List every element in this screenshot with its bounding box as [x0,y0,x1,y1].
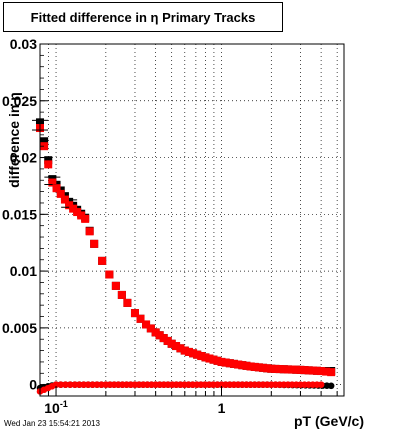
data-point-fill [66,381,74,388]
data-point-fill [221,358,230,367]
data-point-fill [193,350,202,359]
data-point-fill [209,355,218,364]
data-point-fill [263,381,271,388]
data-point [327,368,336,377]
data-point-fill [312,366,321,375]
data-point-fill [292,365,301,374]
data-point-fill [313,381,321,388]
data-point-fill [234,360,243,369]
data-point [201,353,210,362]
data-point-fill [254,363,263,372]
data-point-fill [238,361,247,370]
data-point [111,281,120,290]
y-tick-label: 0 [29,377,37,393]
data-point-fill [136,314,145,323]
data-point [117,290,126,299]
data-point [167,339,176,348]
data-point-fill [44,160,53,169]
data-point-fill [62,381,69,388]
y-axis-label: difference in η [6,92,22,188]
data-point-fill [176,344,185,353]
data-point-fill [242,361,251,370]
data-point-fill [308,366,317,375]
data-point-fill [229,359,238,368]
y-tick-label: 0.005 [2,320,37,336]
data-point-fill [148,381,155,388]
data-point-fill [304,366,313,375]
y-tick-label: 0.015 [2,206,37,222]
data-point-fill [40,137,49,146]
data-point-fill [225,359,234,368]
data-point [317,367,326,376]
y-tick-label: 0.03 [10,36,37,52]
data-point-fill [146,324,155,333]
data-markers [32,118,336,395]
data-point-fill [172,342,181,351]
plot-frame [39,43,345,397]
data-point [65,201,74,210]
data-point [130,309,139,318]
data-point-fill [300,366,309,375]
data-point-fill [259,363,268,372]
data-point-fill [205,354,214,363]
data-point-fill [48,383,56,390]
data-point-fill [56,189,65,198]
data-point [296,365,305,374]
data-point-fill [213,356,222,365]
data-point-fill [184,347,193,356]
chart-title: Fitted difference in η Primary Tracks [3,2,283,32]
data-point [48,178,57,187]
data-point [180,346,189,355]
data-point [217,357,226,366]
data-point-fill [98,381,105,388]
data-point-fill [163,336,172,345]
data-point-fill [44,156,53,165]
y-tick-label: 0.02 [10,150,37,166]
data-point-fill [85,227,94,236]
data-point-fill [73,208,82,217]
y-tick-label: 0.025 [2,93,37,109]
x-tick-exponent: -1 [60,399,68,409]
x-tick-label: 10-1 [44,399,68,416]
data-point-fill [323,382,331,389]
y-tick-label: 0.01 [10,263,37,279]
data-point-fill [271,364,280,373]
x-tick-label: 1 [218,400,226,416]
data-point-fill [279,365,288,374]
data-point [90,239,99,248]
data-point-fill [60,195,69,204]
data-point-fill [77,211,86,220]
data-point-fill [283,365,292,374]
data-point-fill [189,349,198,358]
axes: 0 0.005 0.01 0.015 0.02 0.025 0.03 10-1 1 [2,36,338,416]
data-point [267,364,276,373]
data-point [98,256,107,265]
data-point-fill [322,367,331,376]
x-axis-label: pT (GeV/c) [293,413,364,429]
data-point-fill [197,352,206,361]
data-point-fill [57,381,65,388]
data-point-fill [40,142,49,151]
data-point-fill [155,331,164,340]
data-point [105,270,114,279]
data-point-fill [69,204,78,213]
data-point-fill [214,381,221,388]
data-point [151,328,160,337]
data-point-fill [263,364,272,373]
data-point-fill [250,362,259,371]
timestamp: Wed Jan 23 15:54:21 2013 [4,419,100,428]
data-point [123,298,132,307]
data-point [142,320,151,329]
data-point-fill [159,334,168,343]
data-point-fill [288,365,297,374]
data-point-fill [275,365,284,374]
data-point [246,362,255,371]
data-point [81,214,90,223]
data-point-fill [52,184,61,193]
